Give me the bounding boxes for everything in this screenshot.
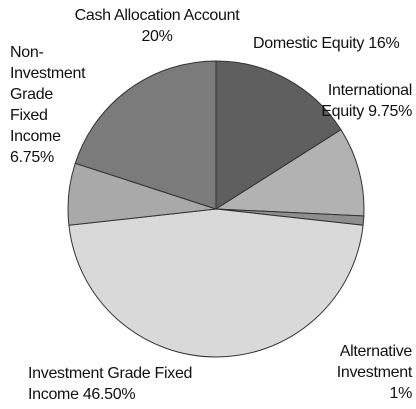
pie-slice	[68, 208, 364, 358]
value-label: 46.50%	[82, 386, 136, 403]
slice-label: Alternative Investment 1%	[326, 341, 413, 404]
pie-slice	[215, 60, 342, 210]
slice-label: Cash Allocation Account 20%	[47, 5, 267, 47]
category-label: International Equity	[321, 82, 412, 120]
value-label: 1%	[389, 385, 412, 402]
pie-slice	[74, 60, 217, 210]
slice-label: Domestic Equity 16%	[253, 33, 416, 54]
slice-label: Non-Investment Grade Fixed Income 6.75%	[10, 42, 92, 168]
category-label: Non-Investment Grade Fixed Income	[10, 44, 86, 145]
value-label: 16%	[368, 35, 400, 52]
pie-slice	[214, 129, 365, 217]
value-label: 9.75%	[368, 103, 412, 120]
slice-label: Investment Grade Fixed Income 46.50%	[28, 363, 220, 405]
slice-label: International Equity 9.75%	[318, 80, 412, 122]
category-label: Domestic Equity	[253, 35, 365, 52]
category-label: Investment Grade Fixed Income	[28, 365, 193, 403]
value-label: 20%	[141, 28, 173, 45]
category-label: Cash Allocation Account	[74, 7, 240, 24]
category-label: Alternative Investment	[336, 343, 413, 381]
value-label: 6.75%	[10, 149, 54, 166]
